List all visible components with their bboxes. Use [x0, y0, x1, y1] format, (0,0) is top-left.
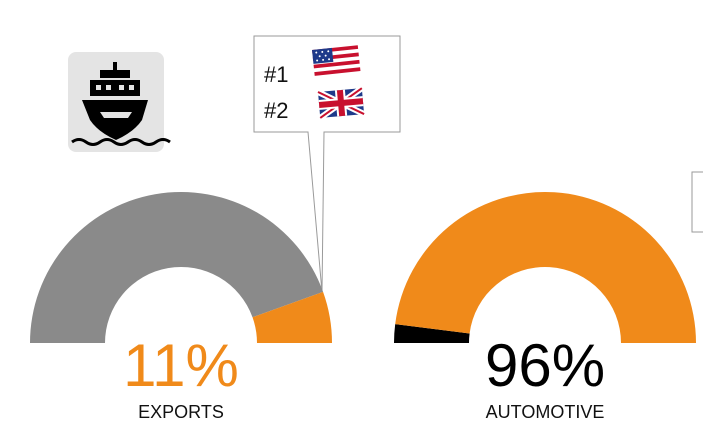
exports-gauge-value: [252, 291, 332, 343]
uk-flag-icon: [316, 85, 366, 121]
exports-category-label: EXPORTS: [138, 402, 224, 422]
edge-frame: [691, 171, 703, 233]
automotive-percent-label: 96%: [485, 332, 605, 399]
us-flag-icon: [312, 45, 361, 76]
exports-gauge-remainder: [30, 192, 324, 343]
cargo-ship-icon: [68, 52, 171, 152]
automotive-gauge-value: [395, 191, 696, 343]
rank-2-label: #2: [264, 98, 288, 123]
top-exporter-callout: #1 #2: [253, 35, 401, 293]
exports-gauge: 11% EXPORTS: [30, 192, 332, 422]
automotive-gauge-remainder: [394, 324, 470, 343]
rank-1-label: #1: [264, 62, 288, 87]
automotive-gauge: 96% AUTOMOTIVE: [394, 191, 696, 422]
automotive-category-label: AUTOMOTIVE: [486, 402, 605, 422]
exports-percent-label: 11%: [123, 332, 239, 399]
